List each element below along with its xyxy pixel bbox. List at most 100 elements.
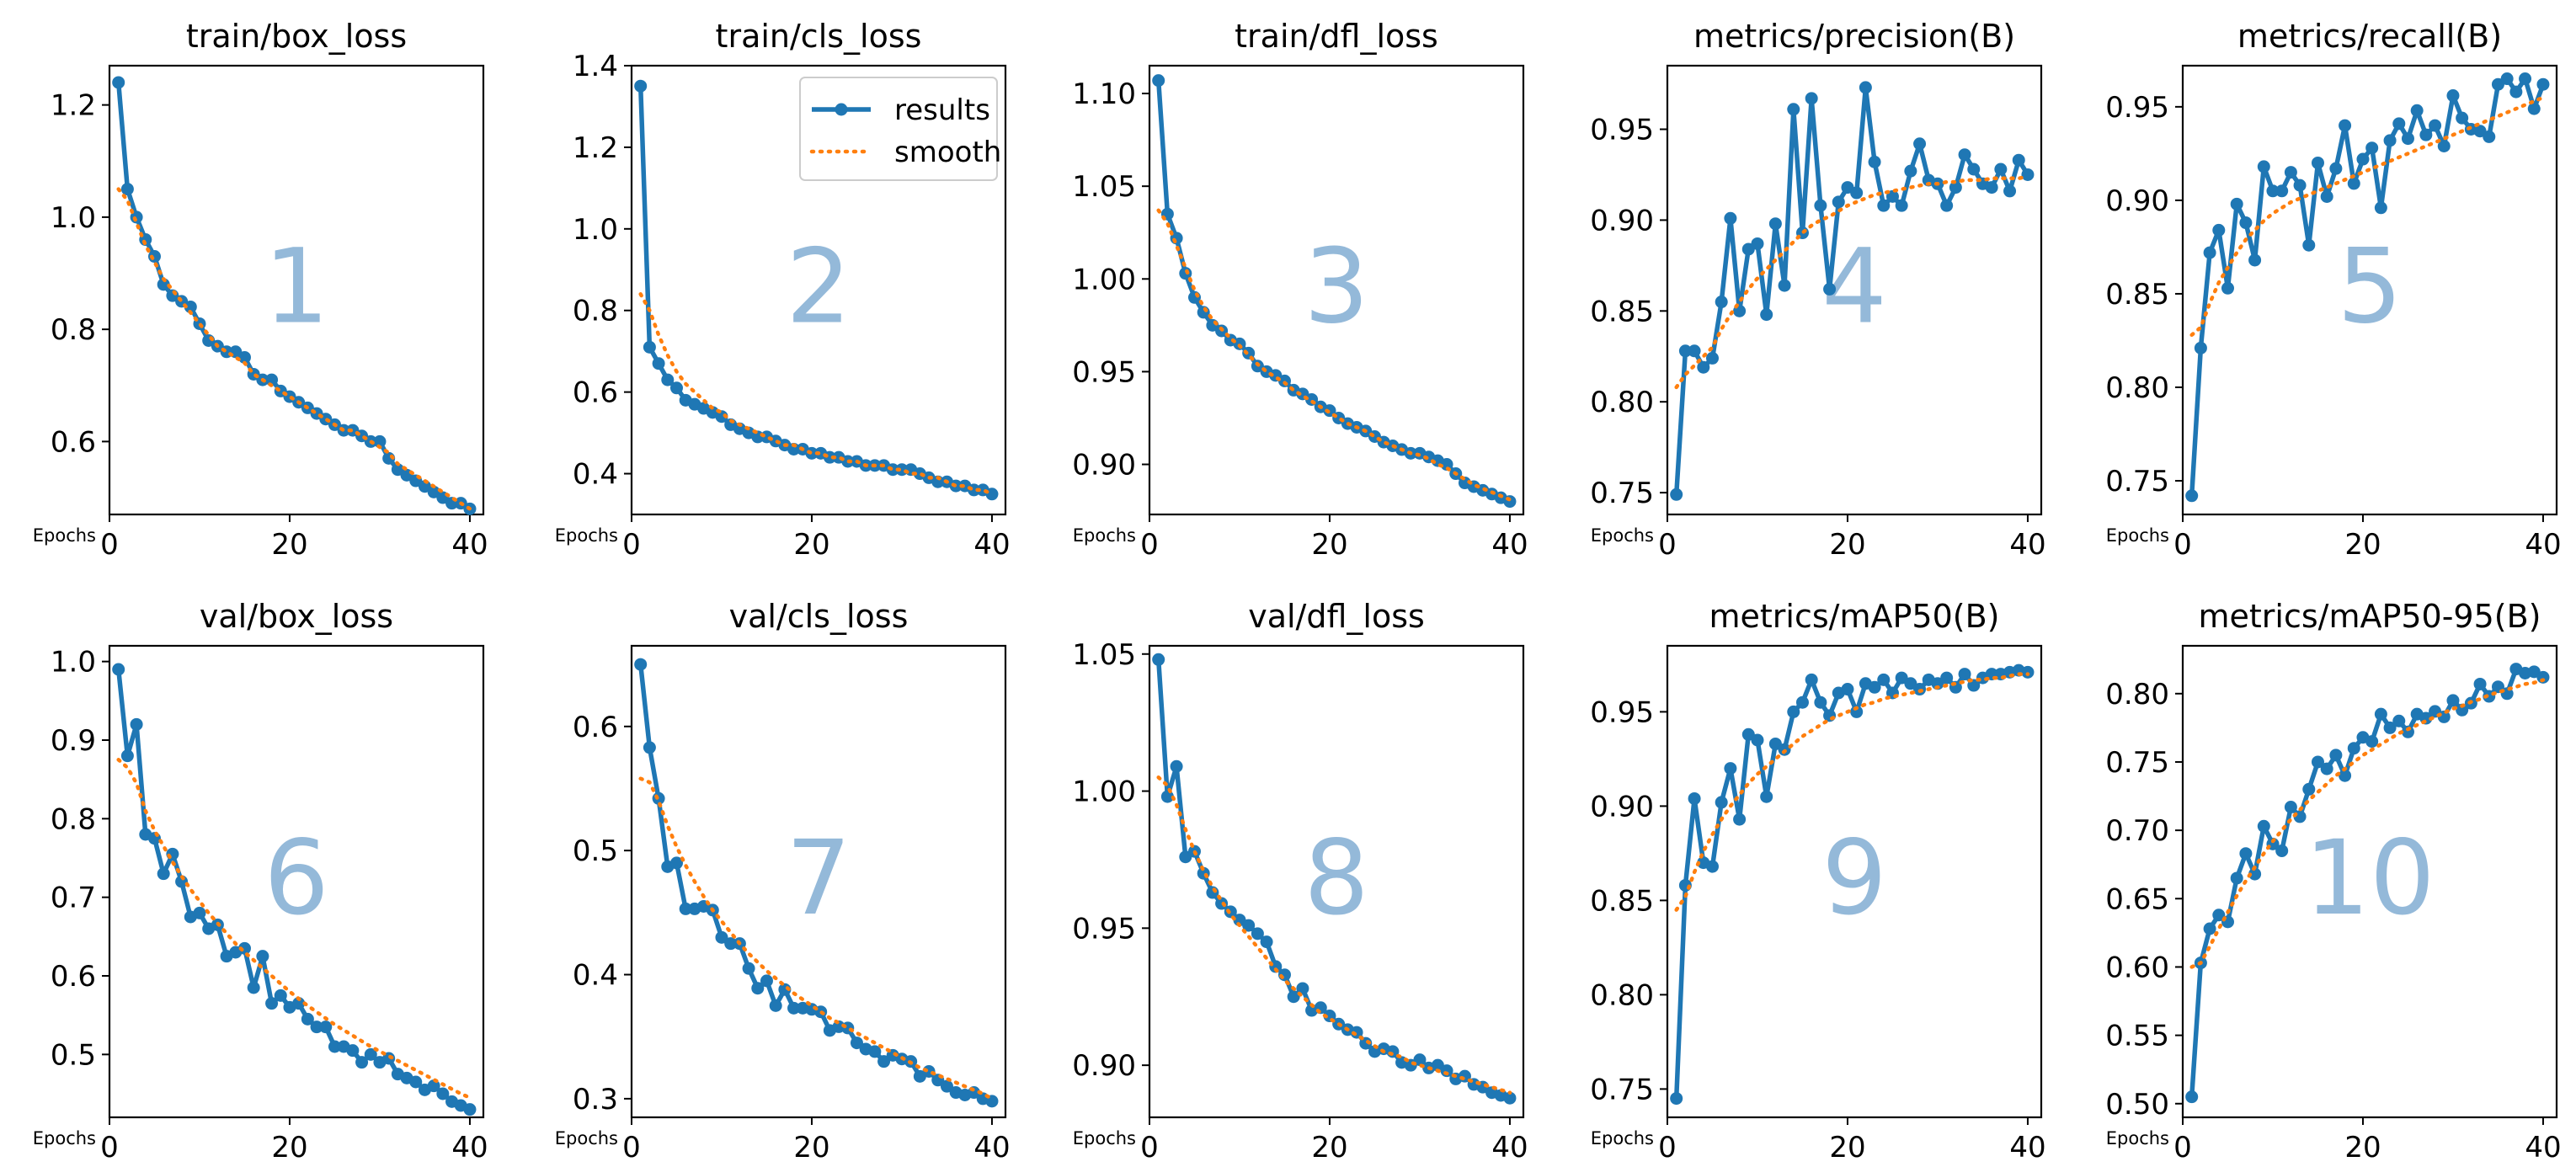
plot-frame (108, 644, 485, 1119)
data-point-results (1850, 186, 1864, 200)
y-tick-label: 1.2 (51, 89, 96, 123)
data-point-results (652, 357, 665, 370)
data-point-results (2003, 184, 2017, 198)
plot-frame (630, 644, 1007, 1119)
data-point-results (1760, 790, 1773, 803)
data-point-results (1787, 103, 1800, 116)
data-point-results (769, 999, 782, 1012)
data-point-results (1670, 488, 1683, 501)
data-point-results (2311, 755, 2324, 769)
data-point-results (787, 442, 801, 456)
data-point-results (2293, 179, 2307, 192)
data-point-results (436, 1087, 450, 1100)
chart-watermark-number: 8 (1304, 818, 1369, 938)
data-point-results (112, 76, 125, 89)
data-point-results (2012, 153, 2025, 167)
data-point-results (715, 930, 728, 944)
chart-watermark-number: 3 (1304, 227, 1369, 347)
data-point-results (256, 950, 269, 963)
data-point-results (346, 1044, 360, 1058)
x-tick-label: 40 (451, 528, 488, 562)
plot-frame (2181, 644, 2558, 1119)
series-line-smooth (638, 292, 995, 497)
chart-title: train/box_loss (186, 18, 407, 55)
data-point-results (1805, 673, 1818, 686)
data-point-results (2456, 111, 2469, 125)
data-point-results (328, 1040, 341, 1053)
y-tick-label: 0.70 (2105, 814, 2169, 848)
y-tick-label: 0.6 (573, 376, 618, 410)
y-tick-label: 0.90 (1590, 790, 1654, 823)
data-point-results (1152, 653, 1165, 666)
data-point-results (2203, 246, 2216, 259)
data-point-results (1805, 92, 1818, 105)
legend-label-results: results (894, 93, 990, 127)
data-point-results (2429, 119, 2442, 132)
data-point-results (2230, 197, 2243, 210)
y-tick-label: 0.8 (573, 295, 618, 328)
data-point-results (2329, 749, 2343, 762)
x-tick-label: 0 (100, 1131, 119, 1164)
data-point-results (2383, 134, 2397, 147)
y-tick-label: 0.9 (51, 724, 96, 758)
data-point-results (120, 749, 134, 763)
data-point-results (1670, 1092, 1683, 1106)
data-point-results (2266, 184, 2280, 198)
data-point-results (2185, 489, 2199, 503)
plot-frame (1666, 64, 2043, 516)
data-point-results (1823, 282, 1837, 296)
chart-panel-1: train/box_loss 1 0 20 40 0.6 0.8 1.0 1.2 Epochs (33, 18, 488, 562)
y-tick-label: 0.90 (1072, 449, 1136, 482)
data-point-results (1170, 759, 1183, 773)
y-tick-label: 0.85 (1590, 295, 1654, 328)
series-line-smooth (116, 758, 472, 1100)
y-tick-label: 0.95 (1590, 695, 1654, 729)
plot-frame (2181, 64, 2558, 516)
data-point-results (2339, 769, 2352, 782)
data-point-results (1841, 683, 1854, 696)
chart-title: metrics/mAP50(B) (1709, 598, 2000, 635)
data-point-results (868, 1045, 882, 1058)
chart-watermark-number: 9 (1821, 818, 1887, 938)
chart-title: val/box_loss (200, 598, 393, 635)
x-tick-label: 40 (2525, 1131, 2561, 1164)
data-point-results (2473, 125, 2487, 138)
y-tick-label: 0.90 (1072, 1049, 1136, 1083)
y-tick-label: 1.00 (1072, 263, 1136, 296)
y-tick-label: 0.90 (1590, 204, 1654, 237)
data-point-results (1503, 1091, 1517, 1105)
data-point-results (1868, 680, 1881, 694)
data-point-results (1904, 164, 1917, 178)
data-point-results (1179, 267, 1192, 280)
data-point-results (112, 663, 125, 676)
y-tick-label: 0.50 (2105, 1088, 2169, 1122)
chart-title: train/cls_loss (716, 18, 922, 55)
data-point-results (382, 1052, 396, 1065)
y-tick-label: 1.0 (51, 201, 96, 235)
x-tick-label: 20 (2344, 1131, 2381, 1164)
data-point-results (2527, 102, 2541, 115)
data-point-results (1359, 1036, 1373, 1050)
y-tick-label: 0.90 (2105, 184, 2169, 218)
chart-title: metrics/precision(B) (1693, 18, 2015, 55)
data-point-results (2356, 152, 2370, 166)
data-point-results (1688, 344, 1701, 358)
x-axis-label: Epochs (1591, 525, 1654, 546)
data-point-results (2473, 677, 2487, 690)
data-point-results (1931, 677, 1944, 690)
y-tick-label: 0.5 (51, 1038, 96, 1072)
chart-watermark-number: 1 (264, 227, 329, 347)
y-tick-label: 1.05 (1072, 170, 1136, 204)
chart-panel-7: val/cls_loss 7 0 20 40 0.3 0.4 0.5 0.6 Epochs (555, 598, 1011, 1164)
data-point-results (724, 937, 738, 951)
x-axis-label: Epochs (2106, 525, 2169, 546)
chart-panel-3: train/dfl_loss 3 0 20 40 0.90 0.95 1.00 1.05 1.10… (1072, 18, 1528, 562)
data-point-results (1877, 199, 1891, 212)
data-point-results (2185, 1090, 2199, 1104)
x-tick-label: 20 (793, 1131, 829, 1164)
data-point-results (2519, 72, 2532, 86)
data-point-results (2509, 85, 2523, 99)
chart-legend: results smooth (799, 77, 1001, 181)
x-tick-label: 40 (2009, 1131, 2045, 1164)
